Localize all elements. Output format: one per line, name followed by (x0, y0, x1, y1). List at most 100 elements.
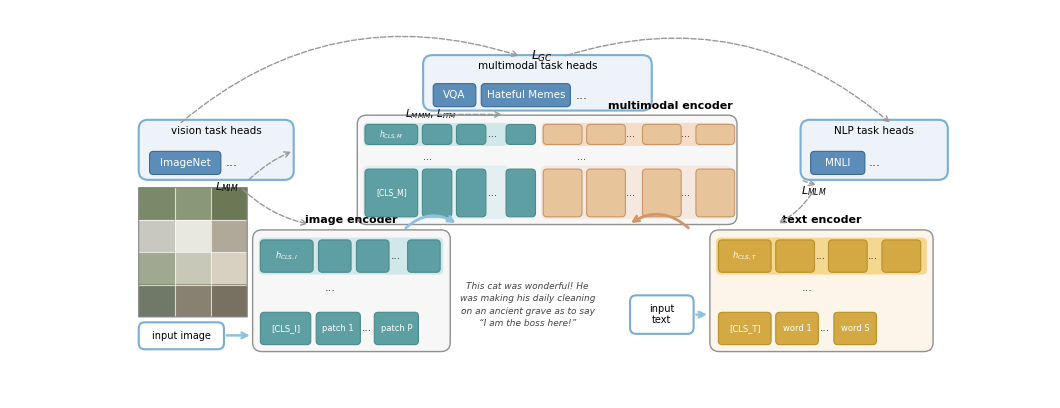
Text: $h_{CLS,I}$: $h_{CLS,I}$ (276, 250, 298, 262)
Text: $h_{CLS,T}$: $h_{CLS,T}$ (732, 250, 758, 262)
FancyBboxPatch shape (811, 151, 865, 175)
Text: $L_{MMM}$, $L_{ITM}$: $L_{MMM}$, $L_{ITM}$ (405, 108, 457, 121)
FancyBboxPatch shape (422, 124, 452, 144)
Text: patch P: patch P (381, 324, 412, 333)
Text: image encoder: image encoder (305, 215, 398, 225)
FancyBboxPatch shape (211, 252, 247, 285)
FancyBboxPatch shape (316, 312, 360, 345)
Text: $L_{MIM}$: $L_{MIM}$ (215, 181, 238, 195)
Text: ImageNet: ImageNet (160, 158, 211, 168)
Text: ...: ... (819, 324, 830, 333)
FancyBboxPatch shape (882, 240, 921, 272)
Text: ...: ... (815, 251, 826, 261)
FancyBboxPatch shape (364, 166, 508, 218)
Text: ...: ... (489, 188, 497, 198)
FancyBboxPatch shape (261, 312, 311, 345)
Text: ...: ... (489, 129, 497, 140)
FancyBboxPatch shape (717, 237, 926, 275)
FancyBboxPatch shape (630, 295, 693, 334)
FancyBboxPatch shape (776, 312, 818, 345)
Text: ...: ... (626, 129, 635, 140)
FancyBboxPatch shape (175, 220, 211, 252)
FancyBboxPatch shape (139, 285, 175, 317)
FancyBboxPatch shape (139, 188, 175, 220)
FancyBboxPatch shape (139, 220, 175, 252)
FancyBboxPatch shape (542, 166, 730, 218)
FancyBboxPatch shape (259, 237, 443, 275)
FancyBboxPatch shape (211, 188, 247, 220)
FancyBboxPatch shape (719, 312, 771, 345)
FancyBboxPatch shape (408, 240, 440, 272)
FancyBboxPatch shape (374, 312, 419, 345)
FancyBboxPatch shape (422, 169, 452, 217)
Text: ...: ... (868, 156, 880, 169)
FancyBboxPatch shape (423, 55, 652, 111)
Text: This cat was wonderful! He
was making his daily cleaning
on an ancient grave as : This cat was wonderful! He was making hi… (460, 282, 596, 328)
Text: text encoder: text encoder (781, 215, 861, 225)
FancyBboxPatch shape (800, 120, 948, 180)
FancyBboxPatch shape (543, 124, 582, 144)
FancyBboxPatch shape (457, 169, 485, 217)
FancyBboxPatch shape (211, 220, 247, 252)
FancyBboxPatch shape (434, 84, 476, 107)
Text: ...: ... (626, 188, 635, 198)
FancyBboxPatch shape (139, 188, 247, 317)
FancyBboxPatch shape (365, 124, 418, 144)
FancyBboxPatch shape (356, 240, 389, 272)
Text: [CLS_M]: [CLS_M] (376, 188, 407, 197)
Text: $L_{GC}$: $L_{GC}$ (531, 49, 552, 64)
FancyBboxPatch shape (139, 252, 175, 285)
Text: word 1: word 1 (782, 324, 811, 333)
FancyBboxPatch shape (364, 123, 508, 146)
FancyBboxPatch shape (175, 252, 211, 285)
Text: NLP task heads: NLP task heads (834, 126, 914, 136)
FancyBboxPatch shape (457, 124, 485, 144)
FancyBboxPatch shape (719, 240, 771, 272)
FancyBboxPatch shape (642, 169, 682, 217)
FancyBboxPatch shape (149, 151, 220, 175)
Text: ...: ... (226, 156, 237, 169)
Text: ...: ... (423, 152, 431, 162)
Text: ...: ... (682, 188, 690, 198)
FancyBboxPatch shape (318, 240, 351, 272)
Text: VQA: VQA (443, 90, 465, 100)
Text: ...: ... (867, 251, 878, 261)
Text: input
text: input text (649, 304, 674, 326)
Text: multimodal task heads: multimodal task heads (478, 61, 597, 71)
FancyBboxPatch shape (357, 115, 737, 224)
Text: [CLS_T]: [CLS_T] (729, 324, 761, 333)
FancyBboxPatch shape (506, 124, 535, 144)
FancyBboxPatch shape (776, 240, 814, 272)
Text: input image: input image (152, 331, 211, 341)
Text: ...: ... (361, 324, 372, 333)
Text: ...: ... (578, 152, 586, 162)
FancyBboxPatch shape (365, 169, 418, 217)
FancyBboxPatch shape (710, 230, 933, 352)
Text: patch 1: patch 1 (322, 324, 354, 333)
Text: multimodal encoder: multimodal encoder (608, 100, 734, 111)
Text: ...: ... (391, 251, 401, 261)
FancyBboxPatch shape (696, 169, 735, 217)
FancyBboxPatch shape (139, 322, 224, 349)
Text: ...: ... (324, 284, 336, 293)
FancyBboxPatch shape (642, 124, 682, 144)
Text: vision task heads: vision task heads (171, 126, 262, 136)
FancyBboxPatch shape (696, 124, 735, 144)
FancyBboxPatch shape (481, 84, 570, 107)
Text: MNLI: MNLI (825, 158, 850, 168)
Text: $L_{MLM}$: $L_{MLM}$ (800, 184, 827, 198)
Text: word S: word S (841, 324, 869, 333)
FancyBboxPatch shape (586, 169, 625, 217)
Text: ...: ... (576, 89, 588, 102)
FancyBboxPatch shape (175, 188, 211, 220)
FancyBboxPatch shape (586, 124, 625, 144)
Text: [CLS_I]: [CLS_I] (271, 324, 300, 333)
FancyBboxPatch shape (543, 169, 582, 217)
Text: Hateful Memes: Hateful Memes (487, 90, 565, 100)
FancyBboxPatch shape (542, 123, 730, 146)
FancyBboxPatch shape (139, 120, 294, 180)
Text: ...: ... (682, 129, 690, 140)
FancyBboxPatch shape (261, 240, 313, 272)
FancyBboxPatch shape (175, 285, 211, 317)
FancyBboxPatch shape (829, 240, 867, 272)
